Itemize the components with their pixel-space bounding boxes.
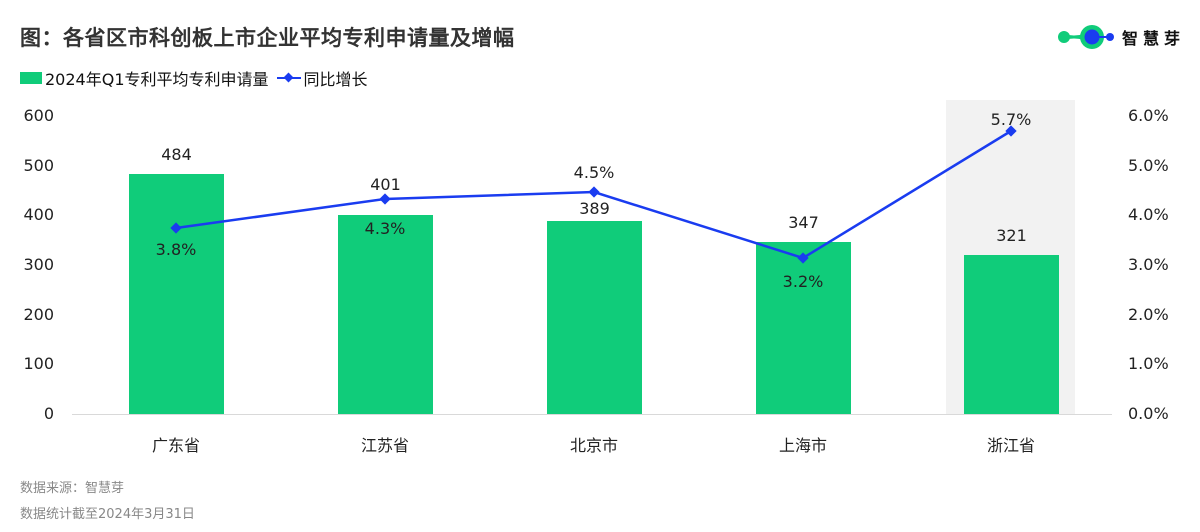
growth-value-label: 3.2% bbox=[782, 272, 824, 291]
right-axis-tick: 0.0% bbox=[1128, 404, 1169, 423]
bar-value-label: 389 bbox=[579, 199, 610, 218]
zhihuiya-logo-icon bbox=[1058, 25, 1114, 49]
bar-guangdong bbox=[129, 174, 224, 414]
right-axis-tick: 5.0% bbox=[1128, 156, 1169, 175]
category-label: 北京市 bbox=[569, 436, 618, 455]
logo-text: 智慧芽 bbox=[1122, 29, 1186, 48]
right-axis-tick: 1.0% bbox=[1128, 354, 1169, 373]
category-label: 江苏省 bbox=[360, 436, 409, 455]
left-axis-tick: 500 bbox=[23, 156, 54, 175]
bar-value-label: 347 bbox=[788, 213, 819, 232]
growth-value-label: 4.3% bbox=[364, 219, 406, 238]
left-axis-tick: 200 bbox=[23, 305, 54, 324]
right-axis-tick: 3.0% bbox=[1128, 255, 1169, 274]
left-axis-tick: 300 bbox=[23, 255, 54, 274]
bar-legend-label: 2024年Q1专利平均专利申请量 bbox=[45, 70, 269, 89]
data-source-note: 数据来源：智慧芽 bbox=[20, 481, 125, 496]
line-legend-label: 同比增长 bbox=[303, 70, 368, 89]
left-axis-tick: 100 bbox=[23, 354, 54, 373]
bar-value-label: 484 bbox=[161, 145, 192, 164]
category-label: 广东省 bbox=[151, 436, 200, 455]
growth-value-label: 4.5% bbox=[573, 163, 615, 182]
bar-shanghai bbox=[756, 242, 851, 414]
bar-zhejiang bbox=[964, 255, 1059, 414]
bar-value-label: 321 bbox=[996, 226, 1027, 245]
bar-value-label: 401 bbox=[370, 175, 401, 194]
bar-jiangsu bbox=[338, 215, 433, 414]
right-axis-tick: 6.0% bbox=[1128, 106, 1169, 125]
right-axis-tick: 2.0% bbox=[1128, 305, 1169, 324]
category-label: 浙江省 bbox=[986, 436, 1035, 455]
bar-legend-swatch-icon bbox=[20, 72, 42, 84]
chart-title: 图：各省区市科创板上市企业平均专利申请量及增幅 bbox=[20, 26, 515, 50]
x-axis-line bbox=[72, 414, 1112, 415]
left-axis-tick: 400 bbox=[23, 205, 54, 224]
right-axis-tick: 4.0% bbox=[1128, 205, 1169, 224]
category-label: 上海市 bbox=[778, 436, 827, 455]
data-date-note: 数据统计截至2024年3月31日 bbox=[20, 507, 195, 522]
line-legend-marker-icon bbox=[276, 71, 301, 85]
growth-value-label: 5.7% bbox=[990, 110, 1032, 129]
bar-beijing bbox=[547, 221, 642, 414]
left-axis-tick: 600 bbox=[23, 106, 54, 125]
chart-legend: 2024年Q1专利平均专利申请量 同比增长 bbox=[20, 66, 368, 90]
brand-logo: 智慧芽 bbox=[1056, 24, 1185, 50]
growth-value-label: 3.8% bbox=[155, 240, 197, 259]
left-axis-tick: 0 bbox=[43, 404, 54, 423]
